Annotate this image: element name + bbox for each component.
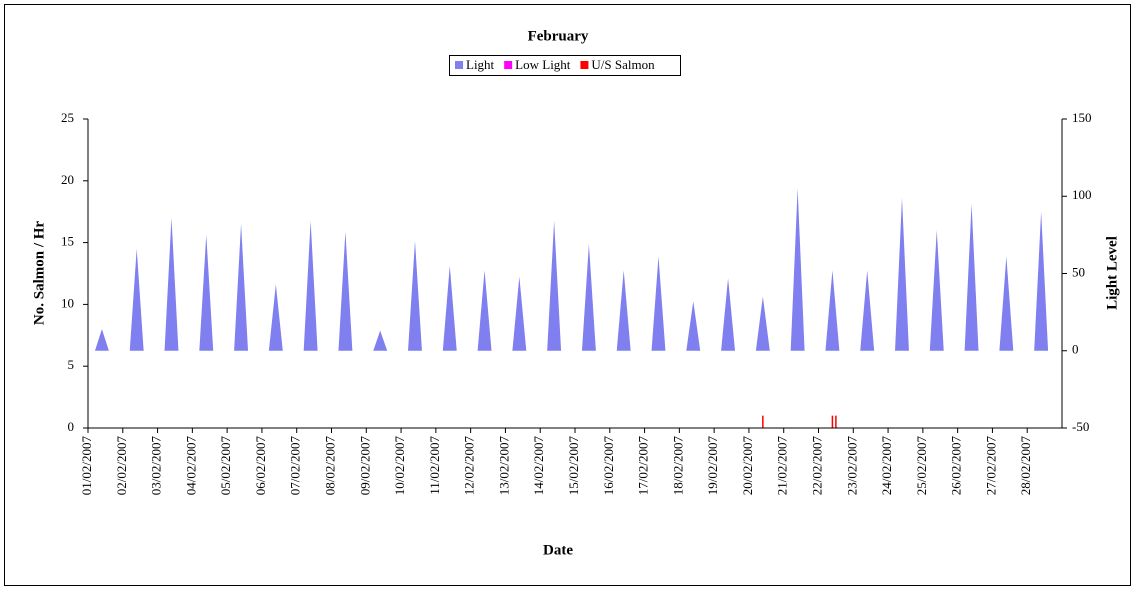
- x-tick-label: 24/02/2007: [879, 436, 894, 496]
- y-tick-label: 0: [68, 419, 75, 434]
- y2-axis-title: Light Level: [1104, 236, 1120, 310]
- x-tick-label: 12/02/2007: [462, 436, 477, 496]
- x-tick-label: 26/02/2007: [949, 436, 964, 496]
- x-tick-label: 11/02/2007: [427, 436, 442, 495]
- y-tick-label: 20: [61, 172, 74, 187]
- legend-box: [449, 55, 681, 76]
- x-tick-label: 22/02/2007: [809, 436, 824, 496]
- y-tick-label: 10: [61, 295, 74, 310]
- y-tick-label: 25: [61, 110, 74, 125]
- x-tick-label: 06/02/2007: [253, 436, 268, 496]
- x-tick-label: 19/02/2007: [705, 436, 720, 496]
- y-axis-title: No. Salmon / Hr: [31, 221, 47, 326]
- y2-tick-label: 150: [1072, 110, 1092, 125]
- x-tick-label: 17/02/2007: [636, 436, 651, 496]
- bar: [762, 415, 764, 428]
- y2-tick-label: 50: [1072, 264, 1085, 279]
- x-tick-label: 13/02/2007: [496, 436, 511, 496]
- x-tick-label: 07/02/2007: [288, 436, 303, 496]
- y2-tick-label: 0: [1072, 342, 1079, 357]
- x-tick-label: 25/02/2007: [914, 436, 929, 496]
- x-tick-label: 04/02/2007: [183, 436, 198, 496]
- x-tick-label: 15/02/2007: [566, 436, 581, 496]
- x-tick-label: 10/02/2007: [392, 436, 407, 496]
- x-tick-label: 16/02/2007: [601, 436, 616, 496]
- y2-tick-label: -50: [1072, 419, 1089, 434]
- x-tick-label: 09/02/2007: [357, 436, 372, 496]
- bar: [835, 415, 837, 428]
- x-tick-label: 02/02/2007: [114, 436, 129, 496]
- x-tick-label: 03/02/2007: [149, 436, 164, 496]
- x-tick-label: 20/02/2007: [740, 436, 755, 496]
- y-tick-label: 15: [61, 234, 74, 249]
- x-axis-title: Date: [543, 542, 573, 558]
- legend-swatch: [455, 61, 463, 69]
- legend-swatch: [580, 61, 589, 69]
- legend-swatch: [504, 61, 513, 69]
- x-tick-label: 28/02/2007: [1018, 436, 1033, 496]
- y-tick-label: 5: [68, 357, 75, 372]
- x-tick-label: 14/02/2007: [531, 436, 546, 496]
- x-tick-label: 27/02/2007: [983, 436, 998, 496]
- x-tick-label: 01/02/2007: [79, 436, 94, 496]
- x-tick-label: 18/02/2007: [670, 436, 685, 496]
- legend-label: Light: [466, 57, 495, 72]
- chart-title: February: [528, 28, 589, 44]
- chart-border: [4, 4, 1131, 586]
- legend-label: U/S Salmon: [591, 57, 655, 72]
- x-tick-label: 08/02/2007: [322, 436, 337, 496]
- legend-label: Low Light: [515, 57, 571, 72]
- x-tick-label: 21/02/2007: [775, 436, 790, 496]
- y2-tick-label: 100: [1072, 187, 1092, 202]
- x-tick-label: 23/02/2007: [844, 436, 859, 496]
- bar: [831, 415, 834, 428]
- x-tick-label: 05/02/2007: [218, 436, 233, 496]
